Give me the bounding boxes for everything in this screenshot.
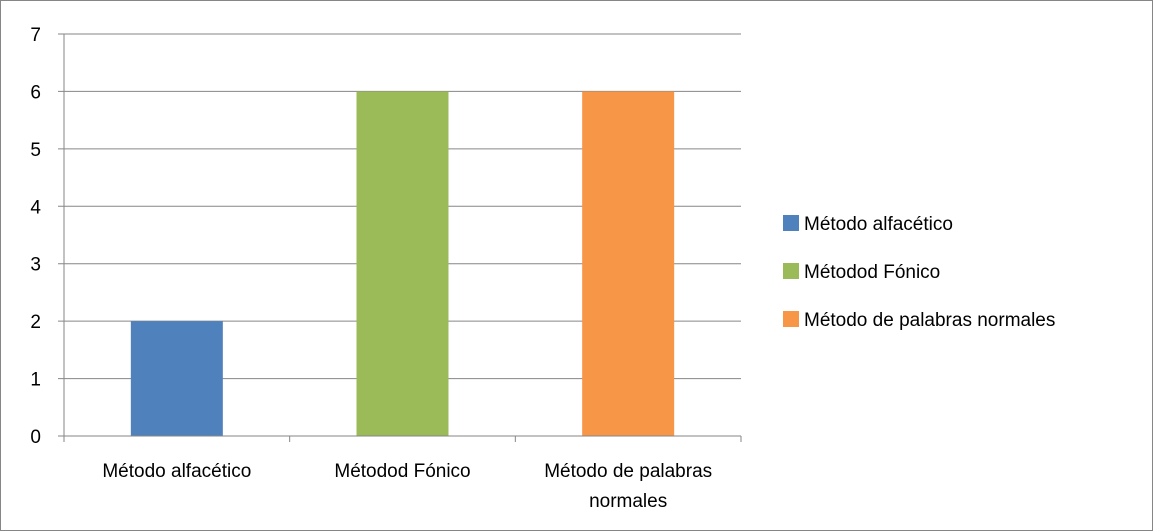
y-tick-label-2: 2 [30,312,41,333]
y-tick-label-5: 5 [30,140,41,161]
y-tick-label-3: 3 [30,255,41,276]
bar-2 [582,91,675,436]
y-tick-labels: 0 1 2 3 4 5 6 7 [30,25,41,448]
axes [58,34,742,442]
y-tick-label-6: 6 [30,82,41,103]
legend-label-2: Método de palabras normales [804,310,1055,331]
legend-swatch-1 [783,263,799,279]
y-tick-label-0: 0 [30,427,41,448]
x-category-label-0: Método alfacético [102,461,251,482]
y-tick-label-1: 1 [30,370,41,391]
legend-swatch-0 [783,215,799,231]
x-category-label-2-line-0: Método de palabras [544,461,712,482]
legend: Método alfacético Métodod Fónico Método de… [783,214,1055,331]
legend-swatch-2 [783,311,799,327]
y-tick-label-7: 7 [30,25,41,46]
x-category-labels: Método alfacético Métodod Fónico Método de… [102,461,712,512]
legend-label-1: Métodod Fónico [804,262,940,283]
legend-label-0: Método alfacético [804,214,953,235]
bar-0 [130,321,223,436]
x-category-label-2-line-1: normales [589,491,667,512]
y-tick-label-4: 4 [30,197,41,218]
x-category-label-1: Métodod Fónico [334,461,470,482]
bar-1 [356,91,449,436]
bars [130,91,675,436]
